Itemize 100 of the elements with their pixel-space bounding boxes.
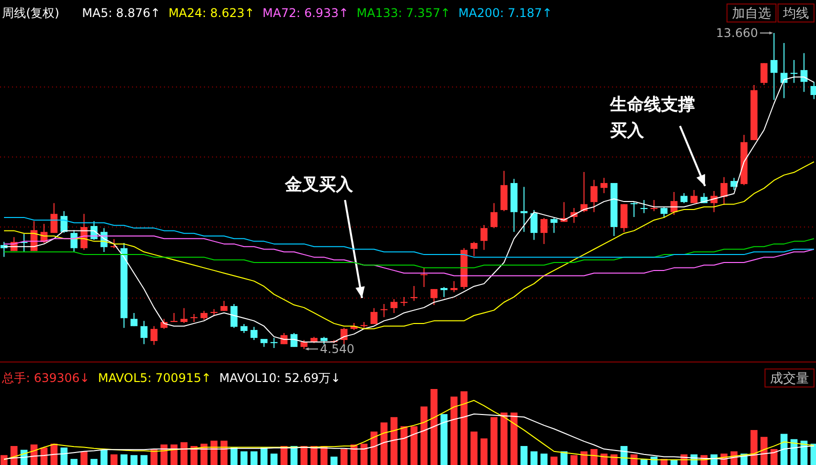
candlestick bbox=[540, 218, 548, 245]
bar bbox=[150, 449, 158, 465]
candlestick bbox=[240, 324, 248, 334]
bar bbox=[410, 426, 418, 465]
annotation: 13.660 bbox=[716, 26, 758, 40]
bar bbox=[770, 449, 778, 465]
candlestick bbox=[170, 312, 178, 322]
text-button: 成交量 bbox=[764, 368, 814, 388]
candlestick bbox=[130, 312, 138, 327]
bar bbox=[530, 451, 538, 465]
annotation: 生命线支撑买入 bbox=[609, 95, 695, 141]
bar bbox=[70, 458, 78, 465]
bar bbox=[750, 430, 758, 465]
bar bbox=[760, 436, 768, 465]
candlestick bbox=[450, 280, 458, 293]
bar bbox=[180, 442, 188, 465]
bar bbox=[50, 444, 58, 465]
bar bbox=[140, 455, 148, 465]
bar bbox=[470, 432, 478, 465]
candlestick bbox=[470, 241, 478, 257]
bar bbox=[40, 448, 48, 465]
bar bbox=[500, 412, 508, 465]
candlestick bbox=[520, 186, 528, 232]
annotation: 4.540 bbox=[320, 342, 354, 356]
candlestick bbox=[530, 210, 538, 240]
bar bbox=[160, 444, 168, 465]
text: 总手: 639306↓ bbox=[1, 371, 90, 386]
candlestick bbox=[600, 177, 608, 194]
candlestick bbox=[150, 326, 158, 346]
candlestick bbox=[590, 179, 598, 213]
bar bbox=[580, 451, 588, 465]
candlestick bbox=[220, 300, 228, 312]
bar bbox=[260, 448, 268, 465]
bar bbox=[490, 417, 498, 465]
candlestick bbox=[630, 202, 638, 218]
bar bbox=[510, 412, 518, 465]
candlestick bbox=[650, 200, 658, 212]
bar bbox=[550, 456, 558, 465]
bar bbox=[420, 406, 428, 465]
bar bbox=[110, 454, 118, 465]
bar bbox=[390, 417, 398, 465]
bar bbox=[90, 458, 98, 465]
candlestick bbox=[790, 60, 798, 84]
text: MAVOL5: 700915↑ bbox=[98, 371, 212, 386]
bar bbox=[590, 449, 598, 465]
bar bbox=[440, 414, 448, 465]
candlestick bbox=[620, 204, 628, 232]
bar bbox=[810, 444, 816, 465]
annotation: 金叉买入 bbox=[284, 175, 354, 195]
bar bbox=[170, 444, 178, 465]
candlestick bbox=[230, 303, 238, 328]
candlestick bbox=[550, 218, 558, 234]
candlestick bbox=[680, 192, 688, 204]
bar bbox=[270, 454, 278, 465]
bar bbox=[130, 455, 138, 465]
text: MA72: 6.933↑ bbox=[262, 6, 349, 20]
bar bbox=[570, 455, 578, 465]
bar bbox=[350, 444, 358, 465]
bar bbox=[520, 446, 528, 465]
bar bbox=[540, 454, 548, 465]
candlestick bbox=[410, 285, 418, 302]
bar bbox=[430, 389, 438, 465]
bar bbox=[230, 448, 238, 465]
bar bbox=[220, 440, 228, 465]
bar bbox=[670, 460, 678, 465]
bar bbox=[400, 426, 408, 465]
bar bbox=[460, 391, 468, 465]
candlestick bbox=[300, 339, 308, 350]
bar bbox=[340, 449, 348, 465]
bar bbox=[200, 444, 208, 465]
bar bbox=[310, 446, 318, 465]
text-button: 均线 bbox=[778, 4, 814, 22]
candlestick bbox=[380, 303, 388, 318]
bar bbox=[60, 448, 68, 465]
candlestick bbox=[270, 337, 278, 348]
candlestick bbox=[400, 296, 408, 307]
chart-title: 周线(复权) bbox=[2, 6, 60, 20]
candlestick bbox=[180, 308, 188, 324]
text: MA24: 8.623↑ bbox=[168, 6, 255, 20]
bar bbox=[330, 456, 338, 465]
candlestick bbox=[690, 189, 698, 204]
bar bbox=[600, 454, 608, 465]
candlestick bbox=[430, 288, 438, 306]
candlestick bbox=[720, 176, 728, 206]
bar bbox=[560, 451, 568, 465]
bar bbox=[450, 396, 458, 465]
candlestick bbox=[440, 286, 448, 298]
bar bbox=[290, 446, 298, 465]
bar bbox=[240, 451, 248, 465]
candlestick bbox=[290, 332, 298, 348]
text-button: 加自选 bbox=[726, 4, 776, 22]
bar bbox=[800, 440, 808, 465]
text: MAVOL10: 52.69万↓ bbox=[219, 371, 341, 386]
bar bbox=[790, 439, 798, 465]
bar bbox=[120, 454, 128, 465]
candlestick bbox=[800, 52, 808, 92]
bar bbox=[300, 446, 308, 465]
candlestick bbox=[390, 298, 398, 314]
bar bbox=[360, 444, 368, 465]
text: MA5: 8.876↑ bbox=[82, 6, 160, 20]
